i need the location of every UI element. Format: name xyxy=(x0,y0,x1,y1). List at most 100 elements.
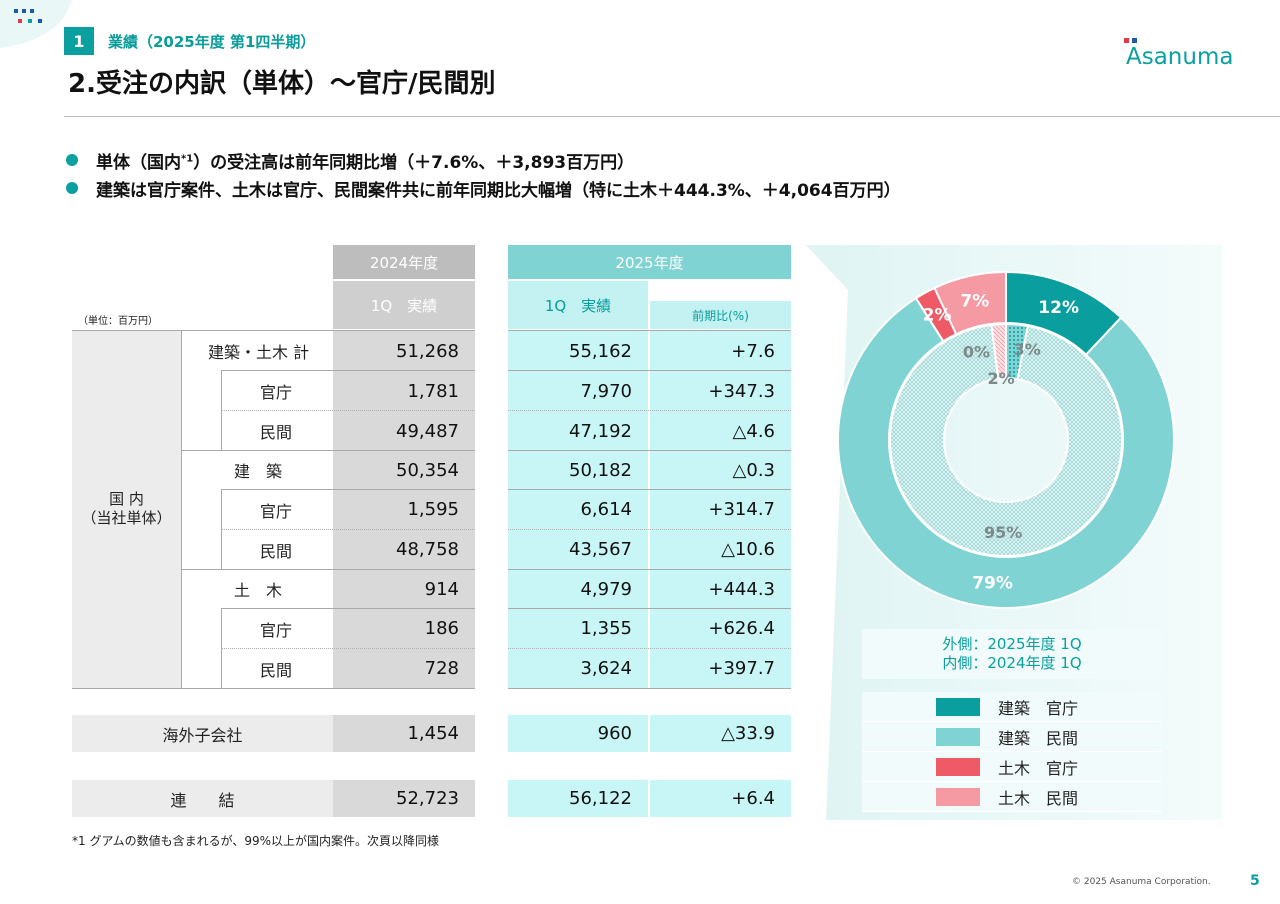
header-2024: 2024年度 xyxy=(333,245,475,279)
value-yoy: +397.7 xyxy=(708,658,775,679)
legend-label: 土木 官庁 xyxy=(998,758,1079,778)
row-label: 民間 xyxy=(260,660,293,680)
section-label: 業績（2025年度 第1四半期） xyxy=(108,33,316,51)
row-label-building: 建 築 xyxy=(234,462,283,481)
bullet-text-part: ）の受注高は前年同期比増（＋7.6%、＋3,893百万円） xyxy=(193,152,635,173)
group-label: 国 内 （当社単体） xyxy=(72,490,181,528)
chart-legend: 建築 官庁 建築 民間 土木 官庁 土木 民間 xyxy=(862,692,1162,812)
grid-line xyxy=(221,371,222,450)
grid-line xyxy=(508,330,791,331)
group-label-bg xyxy=(72,331,181,688)
grid-line xyxy=(508,529,791,530)
grid-line xyxy=(221,490,222,569)
value-2024: 1,781 xyxy=(407,380,459,402)
value-2024: 1,595 xyxy=(407,499,459,520)
value-2025: 6,614 xyxy=(580,499,632,520)
inner-data-label: 95% xyxy=(984,523,1022,542)
footnote-ref: *1 xyxy=(181,152,194,164)
legend-swatch xyxy=(936,787,980,806)
header-2025-actual: 1Q 実績 xyxy=(508,281,648,329)
value-yoy: +7.6 xyxy=(731,340,775,362)
section-number-badge: 1 xyxy=(64,27,94,55)
row-label-consolidated: 連 結 xyxy=(72,780,333,817)
unit-label: （単位：百万円） xyxy=(78,316,158,327)
grid-line xyxy=(181,450,475,451)
inner-data-label: 2% xyxy=(987,369,1014,388)
value-2025: 50,182 xyxy=(569,459,632,481)
value-2025: 43,567 xyxy=(569,539,632,560)
title-divider xyxy=(64,116,1280,117)
grid-line xyxy=(221,370,475,371)
row-label-civil: 土 木 xyxy=(234,581,283,600)
grid-line xyxy=(221,609,222,688)
header-yoy: 前期比(%) xyxy=(650,301,791,329)
grid-line xyxy=(181,331,182,688)
grid-line xyxy=(508,569,791,570)
column-separator xyxy=(648,331,650,688)
grid-line xyxy=(508,450,791,451)
caption-outer: 外側：2025年度 1Q xyxy=(942,635,1082,653)
grid-line xyxy=(181,569,475,570)
legend-item: 建築 民間 xyxy=(862,722,1162,752)
legend-swatch xyxy=(936,727,980,746)
row-label: 民間 xyxy=(260,541,293,561)
legend-item: 土木 官庁 xyxy=(862,752,1162,782)
grid-line xyxy=(72,688,475,689)
copyright: © 2025 Asanuma Corporation. xyxy=(1072,877,1211,887)
value-yoy: +6.4 xyxy=(650,780,791,817)
group-label-line: （当社単体） xyxy=(81,509,172,527)
value-2024: 51,268 xyxy=(396,340,459,362)
value-yoy: △4.6 xyxy=(732,420,775,442)
legend-label: 建築 官庁 xyxy=(998,698,1079,718)
corner-decoration xyxy=(0,0,72,48)
legend-label: 土木 民間 xyxy=(998,788,1079,808)
value-yoy: +314.7 xyxy=(708,499,775,520)
value-yoy: +626.4 xyxy=(708,618,775,639)
value-yoy: △33.9 xyxy=(650,715,791,752)
bullet-item: 単体（国内*1）の受注高は前年同期比増（＋7.6%、＋3,893百万円） xyxy=(66,146,901,174)
value-2024: 49,487 xyxy=(396,420,459,442)
legend-swatch xyxy=(936,697,980,716)
grid-line xyxy=(508,608,791,609)
grid-line xyxy=(221,648,475,649)
row-label: 官庁 xyxy=(260,383,293,402)
inner-slice-civil-private xyxy=(990,322,1007,380)
value-2024: 48,758 xyxy=(396,539,459,560)
legend-item: 建築 官庁 xyxy=(862,692,1162,722)
value-2025: 4,979 xyxy=(580,578,632,600)
grid-line xyxy=(221,410,475,411)
value-yoy: △10.6 xyxy=(721,539,775,560)
row-label: 官庁 xyxy=(260,501,293,521)
bullet-dot-icon xyxy=(66,154,78,166)
row-label: 官庁 xyxy=(260,620,293,640)
logo-text: Asanuma xyxy=(1126,44,1233,70)
bullet-dot-icon xyxy=(66,182,78,194)
value-2024: 52,723 xyxy=(333,780,475,817)
header-2025: 2025年度 xyxy=(508,245,791,279)
grid-line xyxy=(508,648,791,649)
value-yoy: +444.3 xyxy=(708,578,775,600)
value-2024: 1,454 xyxy=(333,715,475,752)
value-2025: 7,970 xyxy=(580,380,632,402)
row-label: 民間 xyxy=(260,423,293,442)
value-2025: 55,162 xyxy=(569,340,632,362)
value-2024: 728 xyxy=(424,658,459,679)
column-2024-bg xyxy=(333,331,475,688)
value-2024: 186 xyxy=(424,618,459,639)
bullet-text: 建築は官庁案件、土木は官庁、民間案件共に前年同期比大幅増（特に土木＋444.3%… xyxy=(96,180,901,201)
outer-data-label: 79% xyxy=(972,573,1013,593)
value-2024: 914 xyxy=(424,578,459,600)
grid-line xyxy=(221,489,475,490)
value-2025: 56,122 xyxy=(508,780,648,817)
bullet-text: 単体（国内*1）の受注高は前年同期比増（＋7.6%、＋3,893百万円） xyxy=(96,148,634,173)
asanuma-logo: Asanuma xyxy=(1124,38,1233,70)
legend-item: 土木 民間 xyxy=(862,782,1162,812)
grid-line xyxy=(72,330,475,331)
value-2024: 50,354 xyxy=(396,459,459,481)
inner-slice-building-private xyxy=(889,323,1123,557)
bullet-text-part: 単体（国内 xyxy=(96,152,181,173)
row-label-overseas: 海外子会社 xyxy=(72,715,333,752)
grid-line xyxy=(221,529,475,530)
outer-data-label: 2% xyxy=(923,306,952,326)
legend-label: 建築 民間 xyxy=(998,728,1079,748)
